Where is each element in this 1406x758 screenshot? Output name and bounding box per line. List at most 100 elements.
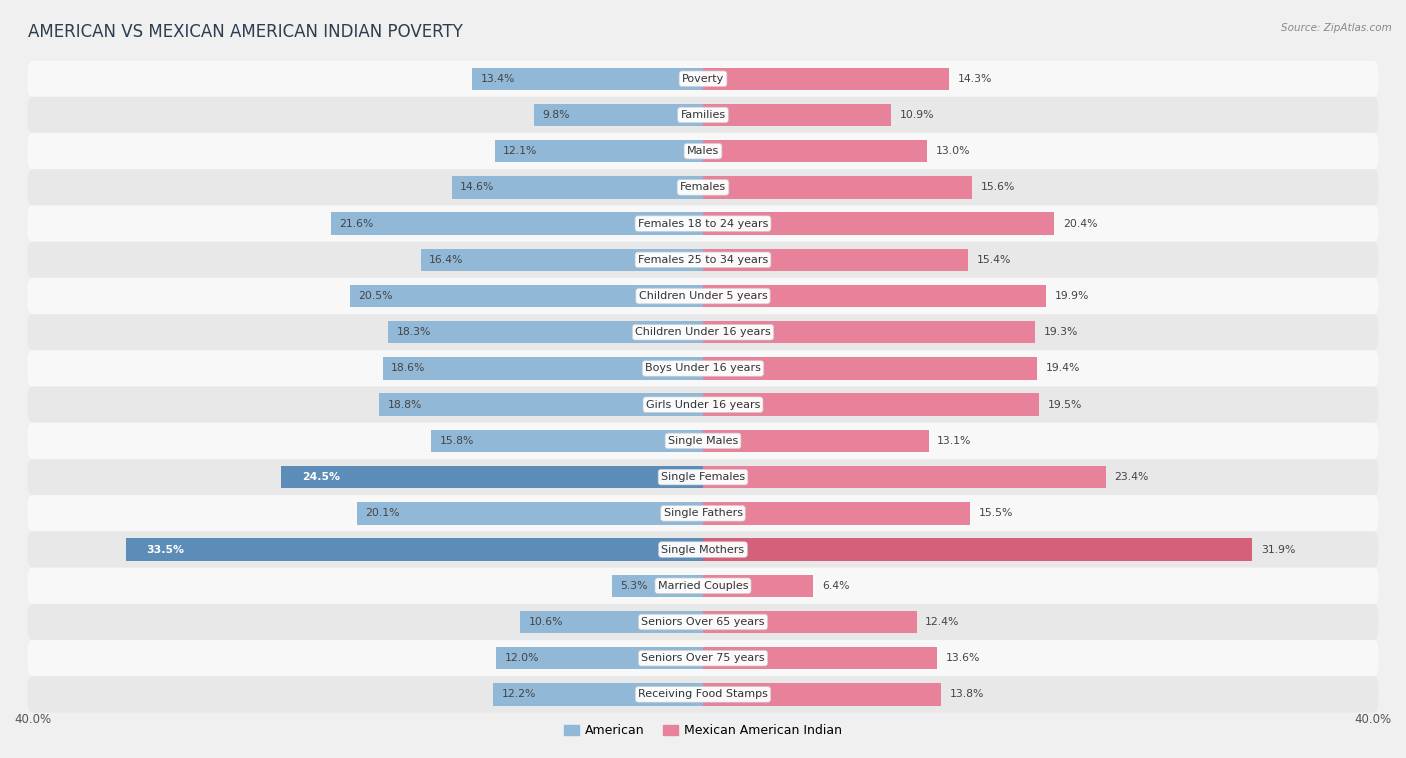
Bar bbox=[703, 357, 1038, 380]
Text: Females 25 to 34 years: Females 25 to 34 years bbox=[638, 255, 768, 265]
Text: 9.8%: 9.8% bbox=[543, 110, 571, 120]
Bar bbox=[703, 683, 941, 706]
Bar bbox=[703, 140, 927, 162]
Text: 24.5%: 24.5% bbox=[302, 472, 340, 482]
Text: 12.0%: 12.0% bbox=[505, 653, 540, 663]
Bar bbox=[534, 104, 703, 126]
FancyBboxPatch shape bbox=[28, 61, 1378, 97]
Text: 15.5%: 15.5% bbox=[979, 509, 1012, 518]
Text: 19.3%: 19.3% bbox=[1045, 327, 1078, 337]
Text: 21.6%: 21.6% bbox=[340, 218, 374, 229]
Text: Single Mothers: Single Mothers bbox=[661, 544, 745, 555]
Text: Source: ZipAtlas.com: Source: ZipAtlas.com bbox=[1281, 23, 1392, 33]
Text: Single Fathers: Single Fathers bbox=[664, 509, 742, 518]
Text: Poverty: Poverty bbox=[682, 74, 724, 83]
Text: 18.8%: 18.8% bbox=[388, 399, 422, 409]
Text: 12.4%: 12.4% bbox=[925, 617, 959, 627]
Text: Boys Under 16 years: Boys Under 16 years bbox=[645, 364, 761, 374]
FancyBboxPatch shape bbox=[28, 242, 1378, 278]
Bar bbox=[380, 393, 703, 416]
Text: Families: Families bbox=[681, 110, 725, 120]
Text: 20.5%: 20.5% bbox=[359, 291, 394, 301]
Text: 33.5%: 33.5% bbox=[146, 544, 184, 555]
Bar bbox=[382, 357, 703, 380]
Text: Children Under 5 years: Children Under 5 years bbox=[638, 291, 768, 301]
Bar bbox=[127, 538, 703, 561]
Bar bbox=[703, 575, 813, 597]
Text: 6.4%: 6.4% bbox=[823, 581, 849, 590]
Bar bbox=[472, 67, 703, 90]
Bar bbox=[520, 611, 703, 633]
Text: 13.1%: 13.1% bbox=[938, 436, 972, 446]
FancyBboxPatch shape bbox=[28, 169, 1378, 205]
Text: 15.6%: 15.6% bbox=[980, 183, 1015, 193]
Bar bbox=[494, 683, 703, 706]
Text: 10.9%: 10.9% bbox=[900, 110, 934, 120]
Bar bbox=[420, 249, 703, 271]
Bar bbox=[703, 538, 1253, 561]
Text: Married Couples: Married Couples bbox=[658, 581, 748, 590]
Text: 31.9%: 31.9% bbox=[1261, 544, 1295, 555]
Text: 14.3%: 14.3% bbox=[957, 74, 993, 83]
Text: 40.0%: 40.0% bbox=[1355, 713, 1392, 725]
Bar bbox=[281, 466, 703, 488]
Legend: American, Mexican American Indian: American, Mexican American Indian bbox=[558, 719, 848, 742]
Text: Single Males: Single Males bbox=[668, 436, 738, 446]
Bar bbox=[357, 502, 703, 525]
Text: 40.0%: 40.0% bbox=[14, 713, 51, 725]
Bar bbox=[496, 647, 703, 669]
Text: 19.5%: 19.5% bbox=[1047, 399, 1081, 409]
Text: AMERICAN VS MEXICAN AMERICAN INDIAN POVERTY: AMERICAN VS MEXICAN AMERICAN INDIAN POVE… bbox=[28, 23, 463, 41]
FancyBboxPatch shape bbox=[28, 350, 1378, 387]
Text: 13.8%: 13.8% bbox=[949, 690, 984, 700]
Text: 12.2%: 12.2% bbox=[502, 690, 536, 700]
FancyBboxPatch shape bbox=[28, 568, 1378, 604]
FancyBboxPatch shape bbox=[28, 604, 1378, 640]
Bar bbox=[350, 285, 703, 307]
FancyBboxPatch shape bbox=[28, 531, 1378, 568]
Text: Males: Males bbox=[688, 146, 718, 156]
Bar bbox=[330, 212, 703, 235]
Text: 13.6%: 13.6% bbox=[946, 653, 980, 663]
Bar bbox=[703, 249, 969, 271]
Text: 18.6%: 18.6% bbox=[391, 364, 426, 374]
Bar bbox=[703, 466, 1107, 488]
Text: Females: Females bbox=[681, 183, 725, 193]
FancyBboxPatch shape bbox=[28, 278, 1378, 314]
Text: Seniors Over 65 years: Seniors Over 65 years bbox=[641, 617, 765, 627]
Text: 20.4%: 20.4% bbox=[1063, 218, 1098, 229]
Bar bbox=[703, 430, 928, 452]
Bar bbox=[703, 502, 970, 525]
Bar bbox=[430, 430, 703, 452]
Text: Single Females: Single Females bbox=[661, 472, 745, 482]
Text: 14.6%: 14.6% bbox=[460, 183, 495, 193]
Text: 23.4%: 23.4% bbox=[1115, 472, 1149, 482]
Bar bbox=[703, 647, 938, 669]
Text: 15.8%: 15.8% bbox=[440, 436, 474, 446]
Bar bbox=[495, 140, 703, 162]
Bar bbox=[703, 285, 1046, 307]
Bar bbox=[703, 212, 1054, 235]
Bar bbox=[703, 611, 917, 633]
Text: Females 18 to 24 years: Females 18 to 24 years bbox=[638, 218, 768, 229]
FancyBboxPatch shape bbox=[28, 205, 1378, 242]
Text: 16.4%: 16.4% bbox=[429, 255, 464, 265]
Text: 13.0%: 13.0% bbox=[935, 146, 970, 156]
Text: 12.1%: 12.1% bbox=[503, 146, 537, 156]
Text: 5.3%: 5.3% bbox=[620, 581, 648, 590]
FancyBboxPatch shape bbox=[28, 97, 1378, 133]
Bar bbox=[388, 321, 703, 343]
FancyBboxPatch shape bbox=[28, 640, 1378, 676]
Text: 15.4%: 15.4% bbox=[977, 255, 1011, 265]
Text: 19.4%: 19.4% bbox=[1046, 364, 1080, 374]
FancyBboxPatch shape bbox=[28, 314, 1378, 350]
Bar bbox=[703, 393, 1039, 416]
FancyBboxPatch shape bbox=[28, 676, 1378, 713]
Bar bbox=[451, 176, 703, 199]
FancyBboxPatch shape bbox=[28, 495, 1378, 531]
Bar bbox=[703, 321, 1035, 343]
FancyBboxPatch shape bbox=[28, 459, 1378, 495]
Text: 13.4%: 13.4% bbox=[481, 74, 515, 83]
Text: 10.6%: 10.6% bbox=[529, 617, 564, 627]
Text: 19.9%: 19.9% bbox=[1054, 291, 1088, 301]
